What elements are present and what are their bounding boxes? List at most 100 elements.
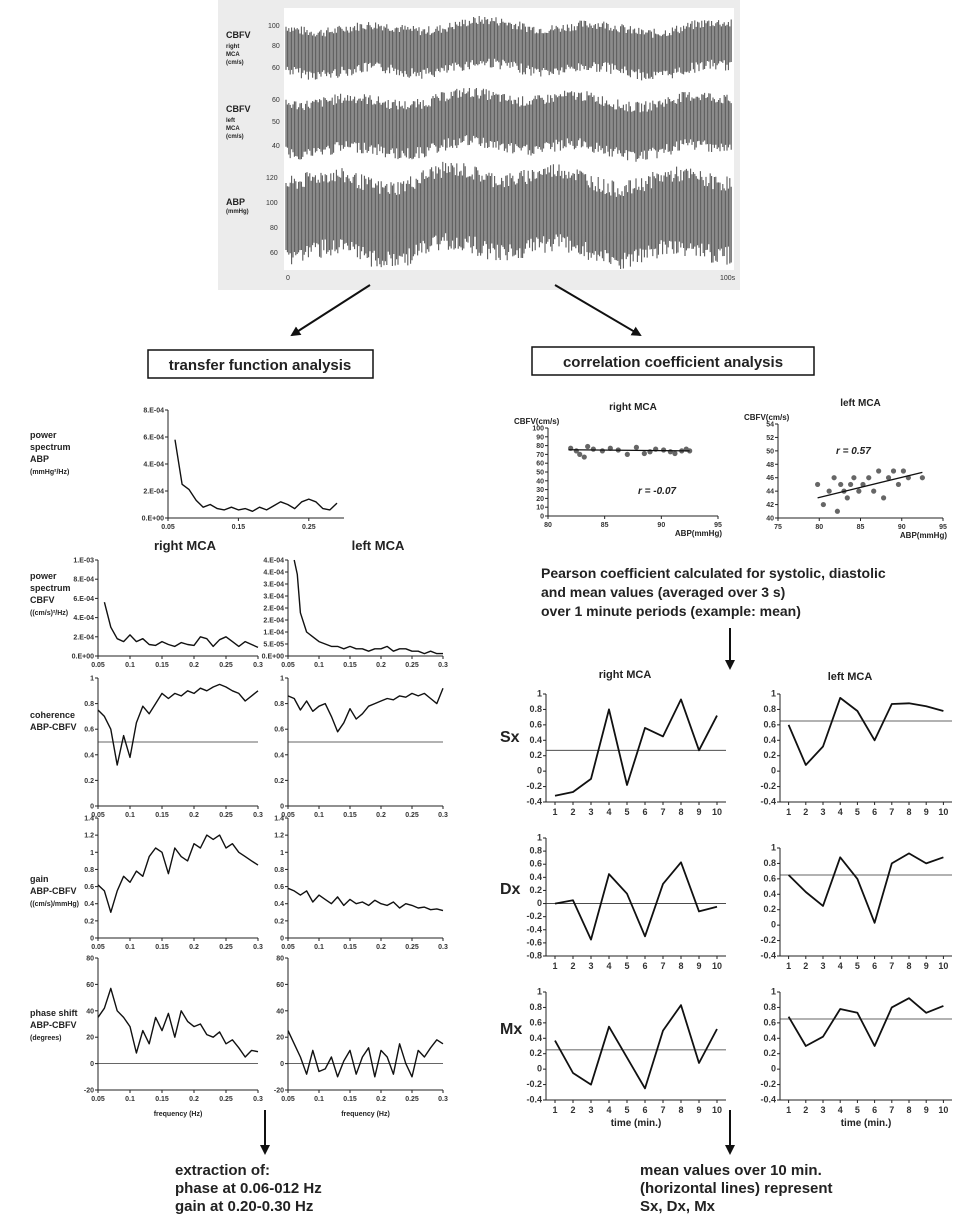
x-tick-label: 1 — [552, 807, 557, 817]
x-tick-label: 3 — [820, 807, 825, 817]
row-label-psd-abp: power spectrum ABP (mmHg²/Hz) — [30, 430, 73, 476]
x-tick-label: 4 — [838, 1105, 843, 1115]
raw-trace-band — [285, 88, 732, 162]
x-tick-label: 9 — [696, 961, 701, 971]
x-tick-label: 95 — [714, 522, 722, 529]
row-label-sx: Sx — [500, 729, 520, 746]
correlation-annotation: r = -0.07 — [638, 486, 677, 497]
x-tick-label: 0.15 — [155, 662, 169, 669]
data-point — [848, 481, 854, 488]
data-point — [895, 481, 902, 488]
y-tick-label: -20 — [274, 1088, 284, 1095]
y-tick-label: 0.E+00 — [142, 516, 164, 523]
x-tick-label: 4 — [606, 961, 611, 971]
x-tick-label: 0.1 — [314, 944, 324, 951]
trace-tick: 100 — [266, 200, 278, 207]
y-tick-label: -20 — [84, 1088, 94, 1095]
data-point — [585, 443, 591, 450]
x-tick-label: 8 — [906, 961, 911, 971]
row-label-line: phase shift — [30, 1008, 78, 1018]
y-tick-label: 1 — [771, 843, 776, 853]
chart-mx-left: -0.4 -0.2 0 0.2 0.4 0.6 0.8 1 1 2 3 4 5 6 7 8 9 10 time (m… — [760, 987, 952, 1129]
x-tick-label: 85 — [857, 524, 865, 531]
x-tick-label: 0.1 — [314, 812, 324, 819]
x-tick-label: 2 — [803, 961, 808, 971]
y-tick-label: 1.E-03 — [73, 558, 94, 565]
y-tick-label: 100 — [532, 426, 544, 433]
x-tick-label: 0.25 — [219, 662, 233, 669]
y-tick-label: 1 — [537, 689, 542, 699]
y-tick-label: -0.2 — [526, 1079, 542, 1089]
y-tick-label: 0.2 — [274, 918, 284, 925]
trace-label-line: MCA — [226, 126, 240, 132]
x-tick-label: 0.05 — [91, 812, 105, 819]
x-tick-label: 75 — [774, 524, 782, 531]
y-tick-label: 1.E-04 — [263, 630, 284, 637]
x-tick-label: 1 — [552, 1105, 557, 1115]
trace-label-cbfv-right: CBFV right MCA (cm/s) — [226, 30, 253, 66]
x-tick-label: 0.1 — [125, 944, 135, 951]
y-tick-label: 40 — [86, 1008, 94, 1015]
y-tick-label: 0.2 — [84, 778, 94, 785]
data-point — [851, 475, 857, 481]
y-tick-label: -0.6 — [526, 937, 542, 947]
scatter-title: left MCA — [840, 398, 881, 409]
x-tick-label: 80 — [544, 522, 552, 529]
y-tick-label: 0.4 — [763, 889, 776, 899]
x-tick-label: 7 — [660, 807, 665, 817]
x-tick-label: 7 — [889, 807, 894, 817]
x-tick-label: 0.25 — [219, 812, 233, 819]
x-tick-label: 9 — [696, 807, 701, 817]
x-tick-label: 4 — [606, 1105, 611, 1115]
x-tick-label: 0.15 — [155, 1096, 169, 1103]
x-tick-label: 0.25 — [219, 944, 233, 951]
x-tick-label: 0.25 — [302, 524, 316, 531]
final-line: mean values over 10 min. — [640, 1162, 822, 1179]
y-tick-label: 0.8 — [529, 846, 542, 856]
chart-gain-right: 0 0.2 0.4 0.6 0.8 1 1.2 1.4 0.05 0.1 0.15 0.2 0.25 0.… — [84, 816, 263, 952]
y-tick-label: 0.4 — [529, 1033, 542, 1043]
y-tick-label: 0.4 — [763, 1033, 776, 1043]
y-tick-label: 0.4 — [763, 735, 776, 745]
series-line — [97, 987, 259, 1058]
y-tick-label: 0 — [280, 936, 284, 943]
x-tick-label: 0.3 — [253, 944, 263, 951]
row-label-line: ((cm/s)²/Hz) — [30, 610, 68, 617]
x-tick-label: 0.15 — [155, 944, 169, 951]
row-label-line: gain — [30, 874, 49, 884]
x-tick-label: 3 — [588, 961, 593, 971]
series-line — [787, 852, 944, 924]
y-tick-label: 1.4 — [84, 816, 94, 823]
x-tick-label: 0.2 — [376, 812, 386, 819]
x-tick-label: 0.3 — [253, 812, 263, 819]
y-tick-label: 0 — [771, 766, 776, 776]
series-line — [787, 997, 944, 1047]
trace-label-line: (cm/s) — [226, 134, 244, 140]
x-tick-label: 2 — [803, 1105, 808, 1115]
y-tick-label: 0 — [90, 936, 94, 943]
y-tick-label: 4.E-04 — [263, 570, 284, 577]
y-tick-label: -0.4 — [526, 1095, 542, 1105]
y-tick-label: 0.2 — [763, 750, 776, 760]
y-tick-label: 0.2 — [274, 778, 284, 785]
y-tick-label: 3.E-04 — [263, 594, 284, 601]
y-tick-label: 0 — [537, 898, 542, 908]
x-tick-label: 0.2 — [376, 1096, 386, 1103]
x-tick-label: 0.3 — [438, 1096, 448, 1103]
y-tick-label: 0.4 — [274, 752, 284, 759]
chart-phase-left: -20 0 20 40 60 80 0.05 0.1 0.15 0.2 0.25 0.3 frequen… — [274, 956, 448, 1119]
y-tick-label: 46 — [766, 475, 774, 482]
chart-psd-right: 0.E+00 2.E-04 4.E-04 6.E-04 8.E-04 1.E-03 0.05… — [72, 558, 263, 670]
x-tick-label: 10 — [938, 807, 948, 817]
row-label-line: ABP-CBFV — [30, 886, 77, 896]
y-tick-label: 1 — [90, 676, 94, 683]
x-tick-label: 3 — [588, 807, 593, 817]
x-tick-label: 95 — [939, 524, 947, 531]
y-tick-label: 20 — [86, 1035, 94, 1042]
y-tick-label: 0.2 — [763, 904, 776, 914]
x-tick-label: 0.1 — [125, 1096, 135, 1103]
y-tick-label: 0.4 — [84, 752, 94, 759]
y-tick-label: 52 — [766, 435, 774, 442]
series-line — [293, 559, 443, 655]
extraction-line: gain at 0.20-0.30 Hz — [175, 1198, 313, 1215]
